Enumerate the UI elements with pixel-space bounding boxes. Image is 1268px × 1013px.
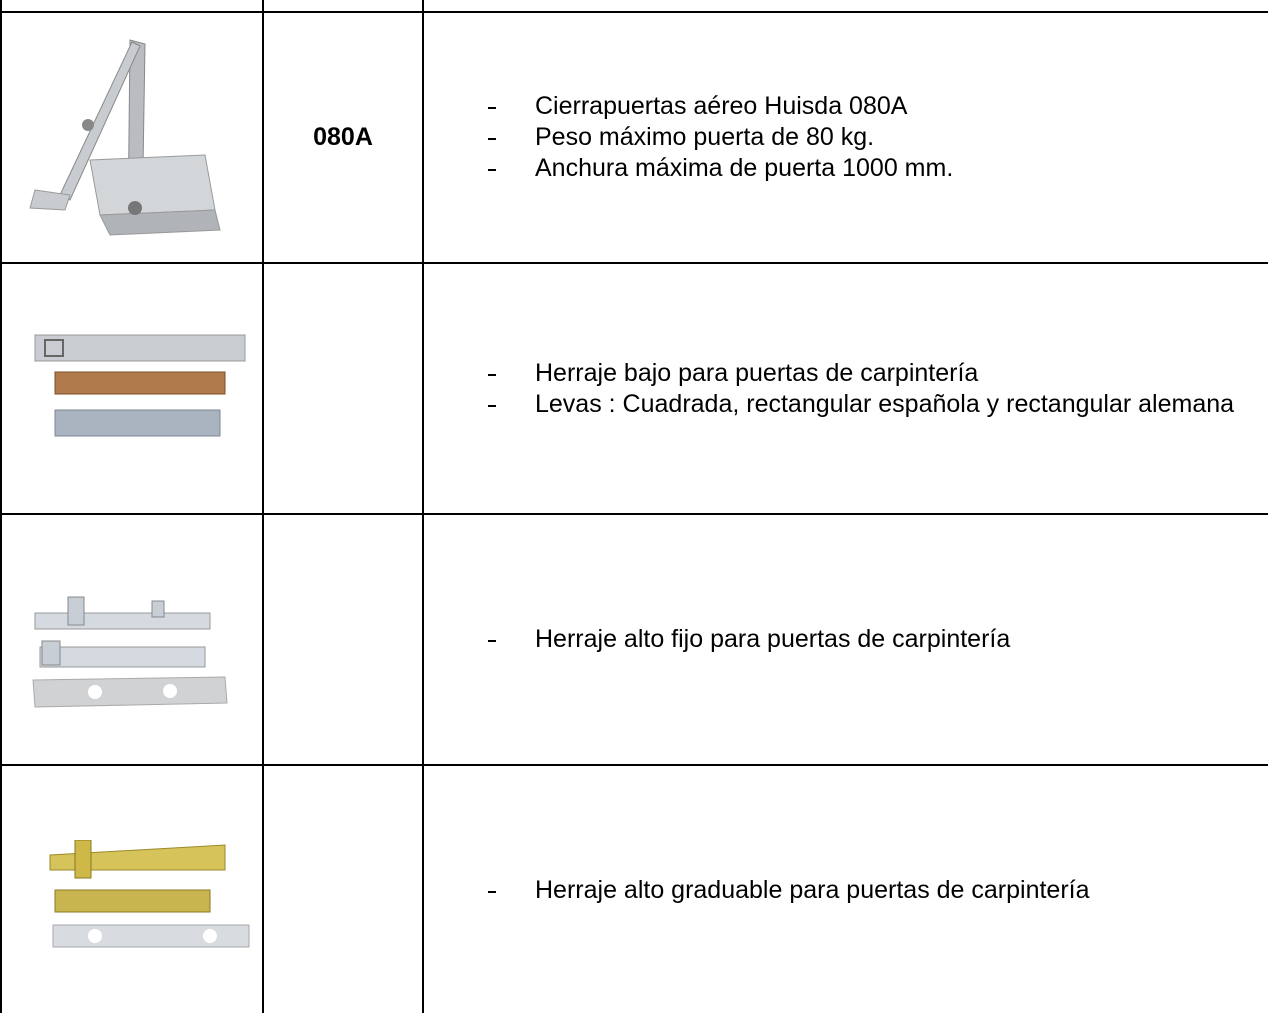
product-image [49, 840, 250, 948]
bullet-item: Herraje alto graduable para puertas de c… [488, 875, 1255, 906]
product-image [29, 39, 221, 236]
product-image [34, 334, 246, 437]
item-text: Peso máximo puerta de 80 kg. [535, 123, 875, 151]
bullet-item: Anchura máxima de puerta 1000 mm. [488, 153, 1255, 184]
bullet-marker [488, 373, 496, 376]
border [0, 11, 1268, 13]
bullet-item: Herraje bajo para puertas de carpintería [488, 358, 1255, 389]
bullet-item: Peso máximo puerta de 80 kg. [488, 122, 1255, 153]
code-text: 080A [313, 123, 373, 151]
bullet-marker [488, 640, 496, 642]
bullet-list: Herraje bajo para puertas de carpintería… [424, 358, 1255, 420]
bullet-item: Herraje alto fijo para puertas de carpin… [488, 624, 1255, 655]
bullet-marker [488, 169, 496, 171]
bullet-marker [488, 138, 496, 140]
item-text: Herraje bajo para puertas de carpintería [535, 358, 979, 387]
border [0, 0, 2, 1013]
item-text: Levas : Cuadrada, rectangular española y… [535, 389, 1235, 418]
bullet-item: Levas : Cuadrada, rectangular española y… [488, 389, 1255, 420]
bullet-item: Cierrapuertas aéreo Huisda 080A [488, 91, 1255, 122]
bullet-marker [488, 891, 496, 893]
description: Herraje alto fijo para puertas de carpin… [424, 515, 1268, 764]
bullet-list: Herraje alto graduable para puertas de c… [424, 875, 1255, 906]
description: Herraje bajo para puertas de carpintería… [424, 264, 1268, 513]
border [0, 513, 1268, 515]
bullet-marker [488, 107, 496, 109]
bullet-list: Cierrapuertas aéreo Huisda 080A Peso máxi… [424, 91, 1255, 184]
description: Cierrapuertas aéreo Huisda 080A Peso máxi… [424, 13, 1268, 262]
border [422, 0, 424, 1013]
item-text: Herraje alto graduable para puertas de c… [535, 876, 1090, 904]
item-text: Cierrapuertas aéreo Huisda 080A [535, 92, 908, 120]
border [0, 262, 1268, 264]
bullet-list: Herraje alto fijo para puertas de carpin… [424, 624, 1255, 655]
item-text: Herraje alto fijo para puertas de carpin… [535, 625, 1011, 653]
bullet-marker [488, 404, 496, 407]
product-image [32, 596, 228, 708]
item-text: Anchura máxima de puerta 1000 mm. [535, 154, 954, 182]
description: Herraje alto graduable para puertas de c… [424, 766, 1268, 1013]
border [262, 0, 264, 1013]
border [0, 764, 1268, 766]
product-code: 080A [264, 13, 422, 262]
